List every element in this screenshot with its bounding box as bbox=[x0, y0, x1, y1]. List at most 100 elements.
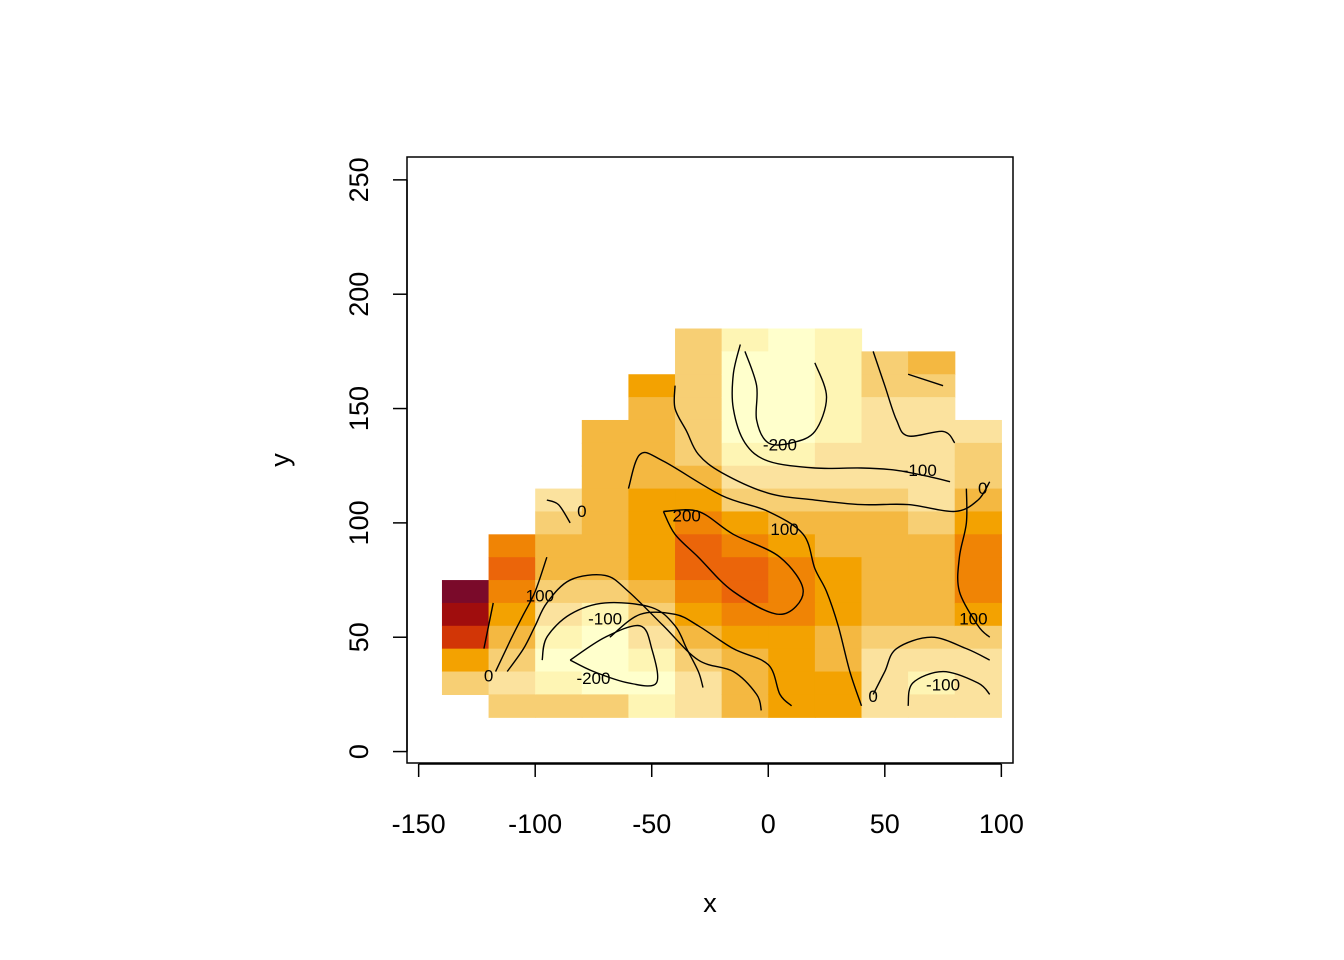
heatmap-cell bbox=[861, 694, 909, 718]
heatmap-cell bbox=[581, 442, 630, 467]
heatmap-cell bbox=[721, 328, 769, 352]
heatmap-cell bbox=[768, 534, 816, 558]
heatmap-cell bbox=[908, 534, 956, 558]
contour-label: 200 bbox=[673, 507, 701, 526]
heatmap-cell bbox=[861, 511, 909, 535]
contour-label: -200 bbox=[763, 436, 797, 455]
heatmap-cell bbox=[535, 580, 583, 604]
heatmap-cell bbox=[908, 351, 956, 375]
heatmap-cell bbox=[488, 557, 536, 581]
heatmap-cell bbox=[721, 580, 769, 604]
x-axis: -150 -100 -50 0 50 100 bbox=[392, 763, 1024, 839]
heatmap-cell bbox=[768, 694, 816, 718]
contour-line bbox=[872, 636, 991, 695]
heatmap-cell bbox=[954, 442, 1002, 467]
heatmap-cell bbox=[908, 442, 956, 467]
x-tick-label: 0 bbox=[761, 809, 776, 839]
contour-label: 100 bbox=[526, 587, 554, 606]
heatmap-cell bbox=[441, 671, 490, 695]
heatmap-cell bbox=[581, 465, 630, 490]
heatmap-cell bbox=[814, 671, 863, 695]
contour-label: -100 bbox=[903, 461, 937, 480]
heatmap-cell bbox=[535, 534, 583, 558]
heatmap-cell bbox=[861, 465, 909, 490]
heatmap-cell bbox=[581, 648, 630, 673]
contour-labels: -200 -100 0 -200 -100 -100 0 0 0 100 100 100 200 bbox=[484, 436, 988, 707]
contour-label: 100 bbox=[959, 609, 987, 628]
heatmap-cell bbox=[628, 488, 676, 513]
y-axis: 0 50 100 150 200 250 bbox=[344, 157, 408, 759]
contour-line bbox=[541, 601, 704, 688]
heatmap-cell bbox=[861, 442, 909, 467]
contour-label: 0 bbox=[577, 502, 586, 521]
heatmap-cell bbox=[488, 648, 536, 673]
heatmap-cell bbox=[581, 694, 630, 718]
heatmap-cell bbox=[721, 602, 769, 627]
heatmap-cell bbox=[814, 648, 863, 673]
heatmap-cell bbox=[721, 374, 769, 398]
heatmap-cell bbox=[908, 374, 956, 398]
heatmap-cell bbox=[721, 671, 769, 695]
heatmap-cell bbox=[768, 625, 816, 650]
heatmap-cell bbox=[581, 488, 630, 513]
heatmap-cell bbox=[441, 648, 490, 673]
heatmap-cell bbox=[581, 580, 630, 604]
heatmap-cell bbox=[675, 671, 723, 695]
heatmap-cell bbox=[675, 625, 723, 650]
heatmap-cell bbox=[628, 671, 676, 695]
heatmap-cell bbox=[488, 694, 536, 718]
heatmap-cell bbox=[954, 694, 1002, 718]
heatmap-cell bbox=[768, 397, 816, 421]
heatmap-cell bbox=[814, 465, 863, 490]
x-tick-label: -100 bbox=[508, 809, 562, 839]
contour-label: 0 bbox=[484, 667, 493, 686]
heatmap-cell bbox=[954, 648, 1002, 673]
heatmap-cell bbox=[675, 397, 723, 421]
heatmap-cell bbox=[954, 602, 1002, 627]
contour-line bbox=[494, 556, 548, 672]
contour-line bbox=[627, 451, 863, 707]
x-tick-label: 100 bbox=[979, 809, 1024, 839]
heatmap-cell bbox=[675, 534, 723, 558]
contour-line bbox=[744, 351, 828, 446]
heatmap-cell bbox=[814, 488, 863, 513]
heatmap-cell bbox=[535, 557, 583, 581]
heatmap-cell bbox=[581, 511, 630, 535]
heatmap-cell bbox=[675, 465, 723, 490]
heatmap-cell bbox=[488, 671, 536, 695]
heatmap-cell bbox=[721, 534, 769, 558]
heatmap-cell bbox=[814, 328, 863, 352]
heatmap-cell bbox=[814, 511, 863, 535]
x-axis-title: x bbox=[703, 888, 717, 918]
heatmap-cell bbox=[675, 602, 723, 627]
heatmap-cell bbox=[861, 397, 909, 421]
heatmap-cell bbox=[721, 419, 769, 444]
y-tick-label: 200 bbox=[344, 272, 374, 317]
heatmap-cell bbox=[581, 602, 630, 627]
heatmap-cell bbox=[814, 694, 863, 718]
contour-line bbox=[872, 351, 956, 444]
heatmap-cell bbox=[675, 328, 723, 352]
x-tick-label: -150 bbox=[392, 809, 446, 839]
heatmap-cell bbox=[581, 671, 630, 695]
contour-line bbox=[957, 488, 991, 638]
y-axis-title: y bbox=[265, 453, 295, 467]
contour-line bbox=[673, 385, 991, 513]
contour-line bbox=[483, 602, 494, 649]
heatmap-cell bbox=[535, 511, 583, 535]
x-tick-label: -50 bbox=[632, 809, 671, 839]
contour-label: 0 bbox=[978, 479, 987, 498]
heatmap-cell bbox=[768, 442, 816, 467]
heatmap-cell bbox=[675, 488, 723, 513]
heatmap-cell bbox=[628, 625, 676, 650]
heatmap-cell bbox=[721, 397, 769, 421]
heatmap-cell bbox=[721, 351, 769, 375]
heatmap-cell bbox=[768, 671, 816, 695]
contour-label: 100 bbox=[770, 520, 798, 539]
heatmap-cell bbox=[488, 602, 536, 627]
contour-line bbox=[609, 611, 793, 707]
heatmap-cell bbox=[581, 557, 630, 581]
heatmap-cell bbox=[581, 419, 630, 444]
contour-line bbox=[907, 670, 991, 706]
